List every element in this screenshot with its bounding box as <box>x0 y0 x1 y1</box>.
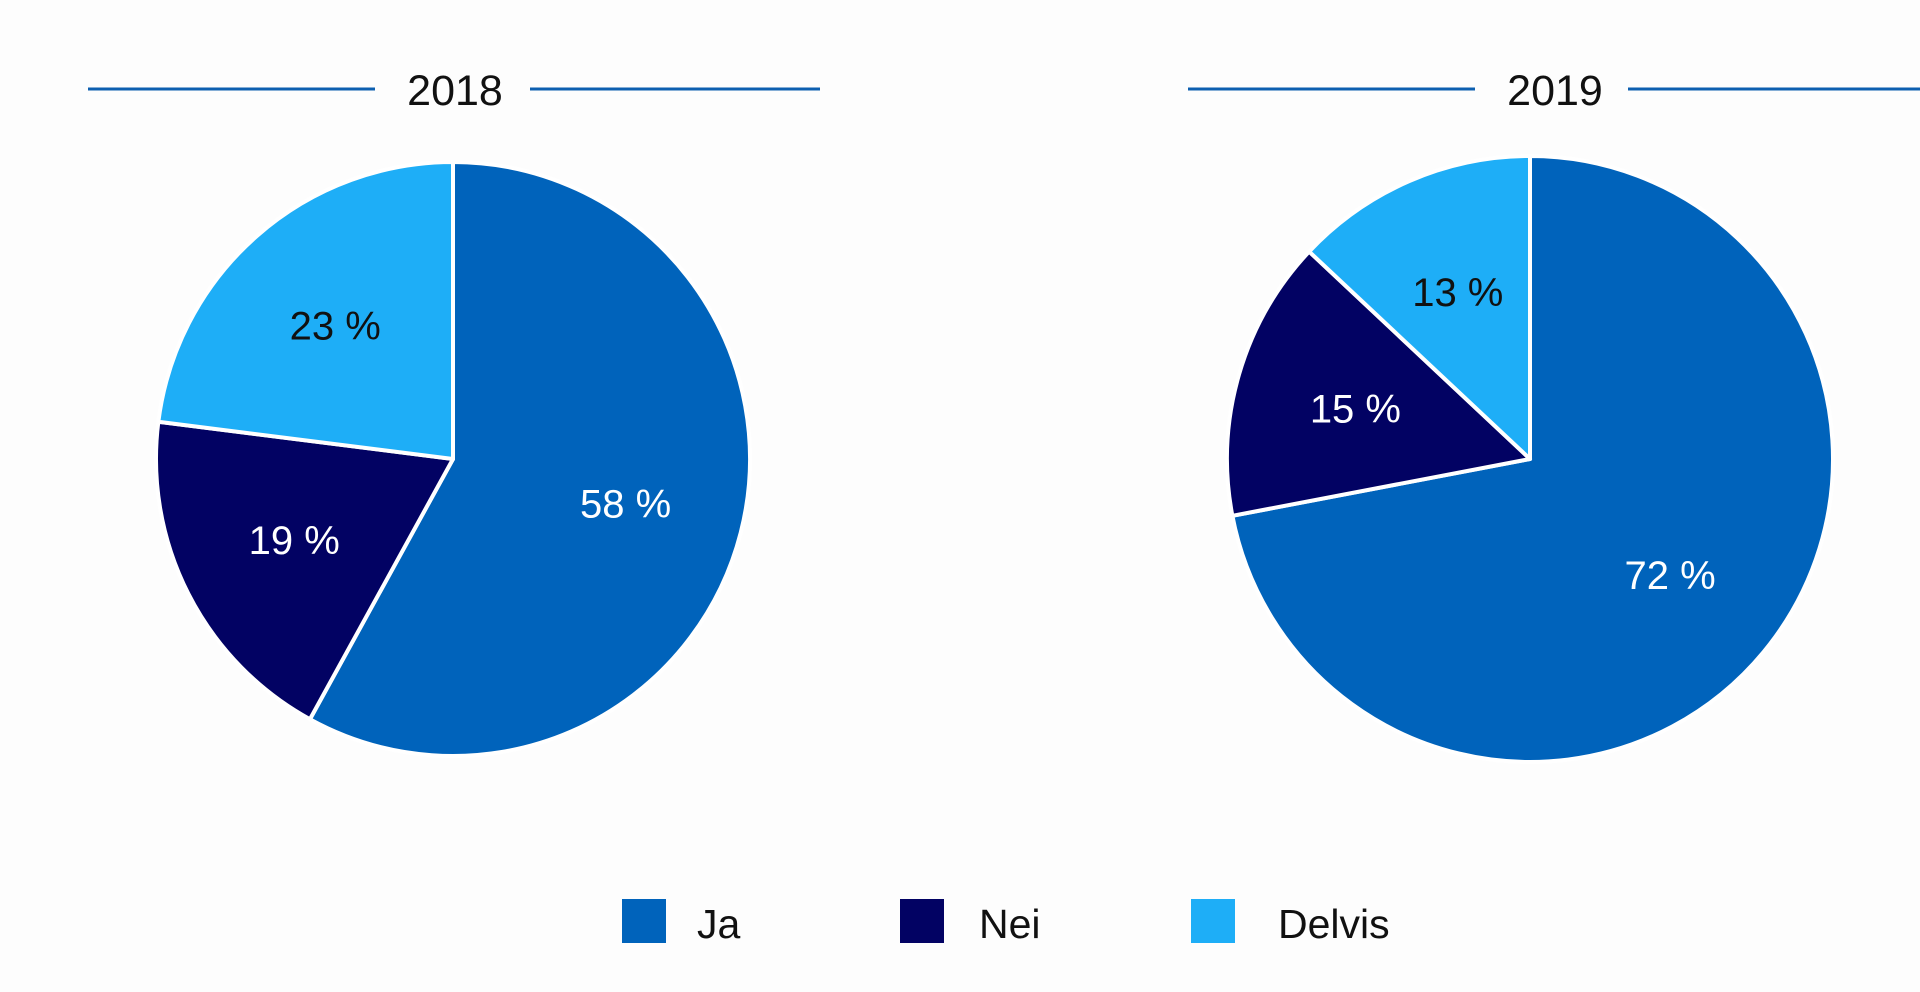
chart-title-2018: 2018 <box>407 67 503 115</box>
pie-slice-nei-2018 <box>154 419 455 722</box>
legend-swatch-ja <box>622 899 666 943</box>
pie-slices-2018: 58 % 19 % 23 % <box>154 160 752 758</box>
pie-chart-2019: 2019 72 % 15 % 13 % <box>1188 67 1920 764</box>
legend-item-delvis: Delvis <box>1191 899 1390 947</box>
pie-slice-nei-2019 <box>1225 249 1532 518</box>
legend-swatch-delvis <box>1191 899 1235 943</box>
legend-label-ja: Ja <box>697 901 741 947</box>
legend-label-delvis: Delvis <box>1278 901 1390 947</box>
data-label-ja-2019: 72 % <box>1625 554 1716 598</box>
legend-item-ja: Ja <box>622 899 741 947</box>
legend: Ja Nei Delvis <box>622 899 1390 947</box>
legend-label-nei: Nei <box>979 901 1041 947</box>
chart-title-2019: 2019 <box>1507 67 1603 115</box>
legend-swatch-nei <box>900 899 944 943</box>
data-label-delvis-2018: 23 % <box>290 304 381 348</box>
pie-slice-delvis-2018 <box>156 160 455 461</box>
data-label-nei-2018: 19 % <box>249 519 340 563</box>
legend-item-nei: Nei <box>900 899 1041 947</box>
data-label-ja-2018: 58 % <box>580 482 671 526</box>
pie-slice-ja-2019 <box>1230 154 1836 764</box>
pie-chart-2018: 2018 58 % 19 % 23 % <box>88 67 820 758</box>
data-label-nei-2019: 15 % <box>1310 387 1401 431</box>
data-label-delvis-2019: 13 % <box>1412 271 1503 315</box>
pie-slices-2019: 72 % 15 % 13 % <box>1225 154 1836 764</box>
pie-slice-ja-2018 <box>307 160 752 758</box>
pie-slice-delvis-2019 <box>1307 154 1532 461</box>
